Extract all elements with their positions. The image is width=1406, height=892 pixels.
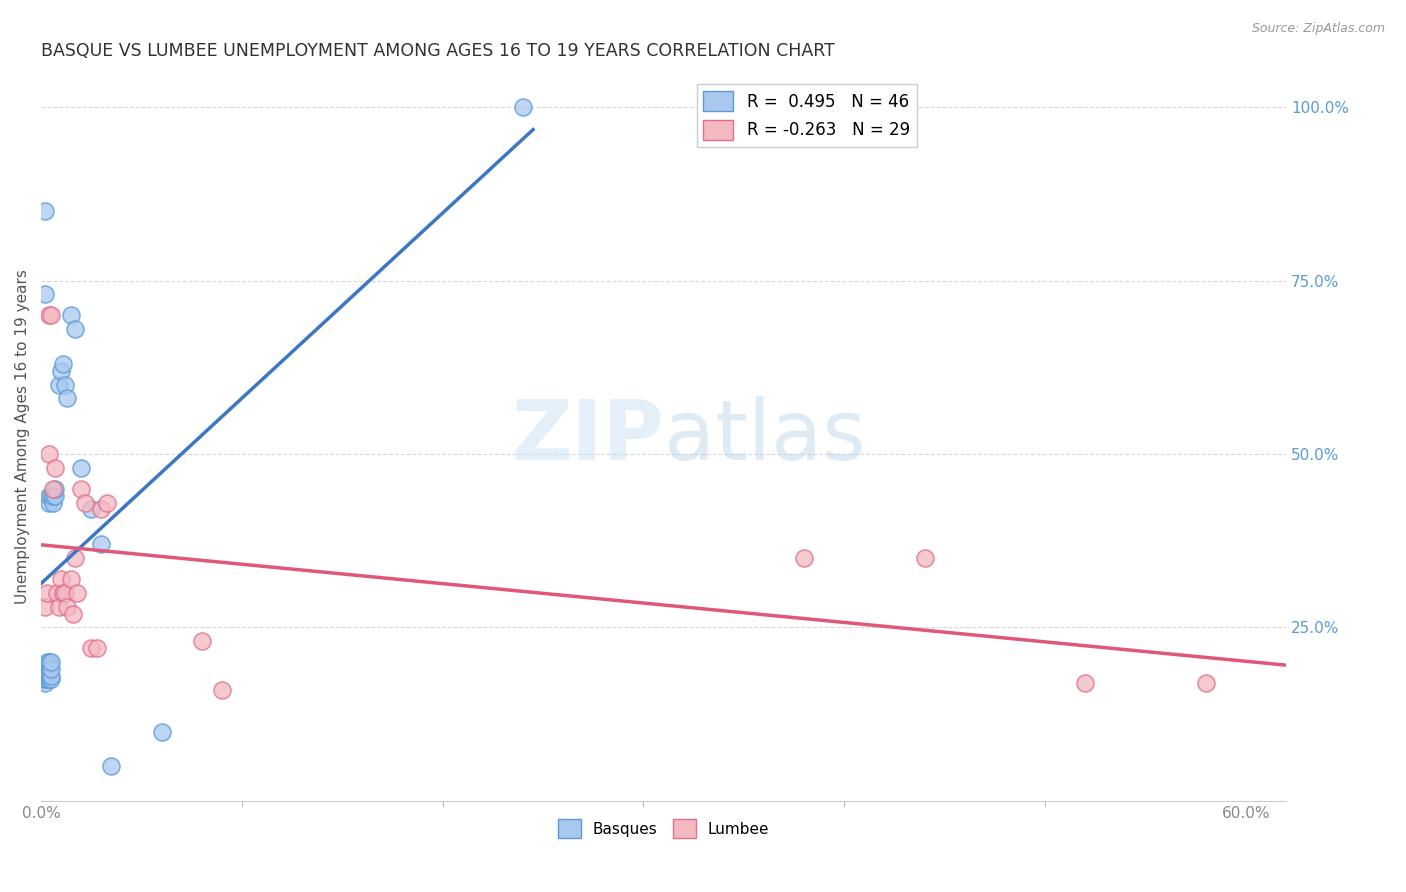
Point [34, 662, 56, 676]
Point [86, 641, 108, 656]
Point [32, 673, 55, 687]
Text: atlas: atlas [664, 396, 865, 477]
Point [38, 673, 60, 687]
Point [190, 634, 212, 648]
Point [38, 489, 60, 503]
Text: BASQUE VS LUMBEE UNEMPLOYMENT AMONG AGES 16 TO 19 YEARS CORRELATION CHART: BASQUE VS LUMBEE UNEMPLOYMENT AMONG AGES… [41, 42, 835, 60]
Point [39, 662, 62, 676]
Point [100, 759, 122, 773]
Point [51, 572, 73, 586]
Point [60, 572, 83, 586]
Point [39, 673, 62, 687]
Point [62, 607, 84, 621]
Point [512, 100, 534, 114]
Point [48, 599, 70, 614]
Point [42, 495, 65, 509]
Text: Source: ZipAtlas.com: Source: ZipAtlas.com [1251, 22, 1385, 36]
Point [66, 586, 89, 600]
Point [42, 482, 65, 496]
Point [150, 724, 173, 739]
Point [39, 655, 62, 669]
Point [38, 447, 60, 461]
Point [1074, 676, 1097, 690]
Point [37, 662, 59, 676]
Point [56, 392, 79, 406]
Point [38, 658, 60, 673]
Point [38, 665, 60, 680]
Point [38, 669, 60, 683]
Point [44, 489, 66, 503]
Point [38, 308, 60, 322]
Point [70, 482, 93, 496]
Point [34, 673, 56, 687]
Point [53, 377, 76, 392]
Point [48, 377, 70, 392]
Point [32, 662, 55, 676]
Y-axis label: Unemployment Among Ages 16 to 19 years: Unemployment Among Ages 16 to 19 years [15, 269, 30, 604]
Point [211, 682, 233, 697]
Point [34, 676, 56, 690]
Point [38, 662, 60, 676]
Point [53, 586, 76, 600]
Point [60, 308, 83, 322]
Point [34, 599, 56, 614]
Point [914, 551, 936, 566]
Point [34, 204, 56, 219]
Point [34, 669, 56, 683]
Point [96, 495, 118, 509]
Point [37, 669, 59, 683]
Point [1195, 676, 1218, 690]
Point [37, 665, 59, 680]
Point [39, 308, 62, 322]
Point [80, 502, 103, 516]
Text: ZIP: ZIP [510, 396, 664, 477]
Point [793, 551, 815, 566]
Legend: Basques, Lumbee: Basques, Lumbee [551, 814, 776, 844]
Point [52, 357, 75, 371]
Point [39, 669, 62, 683]
Point [90, 502, 112, 516]
Point [42, 489, 65, 503]
Point [65, 322, 87, 336]
Point [56, 599, 79, 614]
Point [65, 551, 87, 566]
Point [44, 482, 66, 496]
Point [51, 364, 73, 378]
Point [39, 489, 62, 503]
Point [80, 641, 103, 656]
Point [37, 655, 59, 669]
Point [90, 537, 112, 551]
Point [37, 673, 59, 687]
Point [38, 495, 60, 509]
Point [70, 461, 93, 475]
Point [46, 586, 69, 600]
Point [52, 586, 75, 600]
Point [37, 586, 59, 600]
Point [44, 461, 66, 475]
Point [75, 495, 97, 509]
Point [34, 658, 56, 673]
Point [34, 287, 56, 301]
Point [32, 669, 55, 683]
Point [38, 655, 60, 669]
